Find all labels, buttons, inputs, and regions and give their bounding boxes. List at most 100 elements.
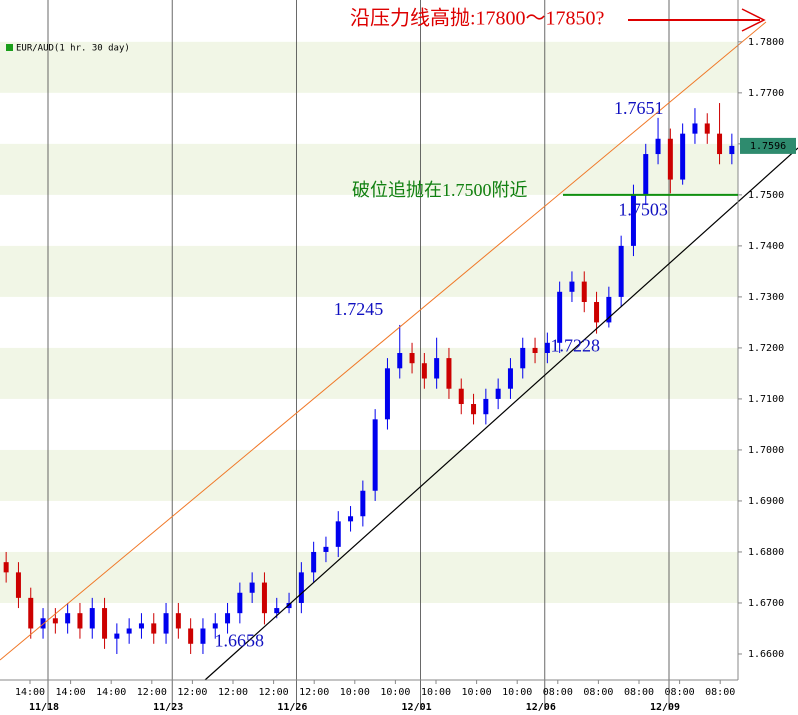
candle-body <box>507 368 513 389</box>
x-tick-label: 12:00 <box>299 687 329 698</box>
candle-body <box>458 388 464 405</box>
date-label: 12/09 <box>650 702 680 713</box>
candle-body <box>212 623 218 629</box>
candle-body <box>335 521 341 547</box>
date-label: 11/18 <box>29 702 59 713</box>
candle-body <box>163 613 169 634</box>
price-label: 1.7245 <box>334 299 384 319</box>
x-tick-label: 10:00 <box>421 687 451 698</box>
candle-body <box>520 347 526 369</box>
candle-body <box>594 301 600 323</box>
candle-body <box>102 608 108 639</box>
price-label: 1.7228 <box>551 336 601 356</box>
candle-body <box>15 572 21 598</box>
x-tick-label: 12:00 <box>259 687 289 698</box>
x-tick-label: 10:00 <box>462 687 492 698</box>
candle-body <box>729 145 735 155</box>
date-label: 12/01 <box>402 702 432 713</box>
candle-body <box>138 623 144 629</box>
candle-body <box>655 138 661 155</box>
candle-body <box>175 613 181 629</box>
candle-body <box>569 281 575 292</box>
x-tick-label: 12:00 <box>137 687 167 698</box>
date-label: 12/06 <box>526 702 556 713</box>
y-tick-label: 1.7800 <box>748 37 784 48</box>
candle-body <box>680 133 686 180</box>
title-arrow-head <box>741 8 766 32</box>
candle-body <box>421 363 427 379</box>
candle-body <box>237 592 243 614</box>
candle-body <box>3 562 9 573</box>
date-label: 11/26 <box>277 702 307 713</box>
candle-body <box>65 613 71 624</box>
y-tick-label: 1.7400 <box>748 241 784 252</box>
candle-body <box>643 154 649 195</box>
candle-body <box>446 358 452 389</box>
candle-body <box>200 628 206 644</box>
candle-body <box>89 608 95 629</box>
x-tick-label: 08:00 <box>543 687 573 698</box>
grid-band <box>0 245 738 297</box>
candle-body <box>384 368 390 420</box>
grid-band <box>0 143 738 195</box>
candle-body <box>397 353 403 369</box>
y-tick-label: 1.7100 <box>748 394 784 405</box>
candle-body <box>126 628 132 634</box>
candle-body <box>630 194 636 246</box>
candle-body <box>581 281 587 302</box>
chart-title: 沿压力线高抛:17800～17850? <box>350 7 605 30</box>
price-label: 1.7651 <box>614 98 664 118</box>
candle-body <box>286 602 292 609</box>
candle-body <box>692 123 698 134</box>
x-tick-label: 10:00 <box>380 687 410 698</box>
candle-body <box>188 628 194 644</box>
candle-body <box>274 608 280 614</box>
candle-body <box>323 546 329 552</box>
x-tick-label: 10:00 <box>502 687 532 698</box>
y-tick-label: 1.6900 <box>748 496 784 507</box>
candle-body <box>298 572 304 603</box>
candle-body <box>40 618 46 629</box>
candle-body <box>606 296 612 323</box>
resistance-line <box>0 21 767 661</box>
x-tick-label: 08:00 <box>583 687 613 698</box>
x-tick-label: 14:00 <box>96 687 126 698</box>
grid-band <box>0 449 738 501</box>
candle-body <box>28 597 34 629</box>
grid-band <box>0 41 738 93</box>
candle-body <box>495 388 501 399</box>
x-tick-label: 14:00 <box>15 687 45 698</box>
x-tick-label: 08:00 <box>665 687 695 698</box>
y-tick-label: 1.7500 <box>748 190 784 201</box>
price-label: 1.6658 <box>214 631 264 651</box>
legend-label: EUR/AUD(1 hr. 30 day) <box>16 44 130 54</box>
candle-body <box>261 582 267 614</box>
x-tick-label: 08:00 <box>624 687 654 698</box>
annotation: 破位追抛在1.7500附近 <box>352 180 528 200</box>
x-tick-label: 12:00 <box>218 687 248 698</box>
x-tick-label: 10:00 <box>340 687 370 698</box>
grid-band <box>0 347 738 399</box>
candle-body <box>151 623 157 634</box>
candle-body <box>311 551 317 573</box>
last-price-tag <box>740 137 796 154</box>
grid-band <box>0 551 738 603</box>
candle-body <box>544 342 550 354</box>
x-tick-label: 12:00 <box>177 687 207 698</box>
candle-body <box>372 419 378 491</box>
candle-body <box>618 245 624 297</box>
candle-body <box>704 123 710 134</box>
y-tick-label: 1.6700 <box>748 598 784 609</box>
y-tick-label: 1.6600 <box>748 649 784 660</box>
last-price-label: 1.7596 <box>750 141 786 152</box>
candle-body <box>77 613 83 629</box>
candle-body <box>717 133 723 155</box>
candle-body <box>225 613 231 624</box>
y-tick-label: 1.7700 <box>748 88 784 99</box>
candle-body <box>471 404 477 415</box>
price-label: 1.7503 <box>618 199 668 219</box>
candle-body <box>434 358 440 379</box>
date-label: 11/23 <box>153 702 183 713</box>
y-tick-label: 1.7000 <box>748 445 784 456</box>
